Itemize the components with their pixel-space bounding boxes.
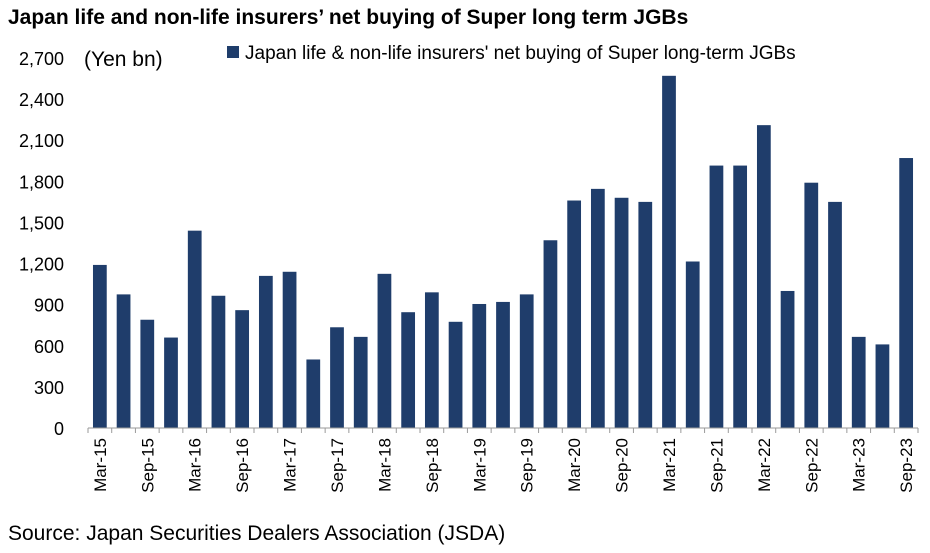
unit-label: (Yen bn) bbox=[84, 48, 163, 71]
bar bbox=[851, 336, 866, 428]
bar bbox=[92, 264, 107, 428]
bar bbox=[875, 344, 890, 428]
x-tick-label: Mar-18 bbox=[375, 438, 394, 492]
x-tick-label: Sep-19 bbox=[518, 438, 537, 493]
chart-title: Japan life and non-life insurers’ net bu… bbox=[8, 6, 689, 29]
bar bbox=[448, 321, 463, 428]
x-tick-label: Mar-21 bbox=[660, 438, 679, 492]
bar bbox=[187, 230, 202, 428]
bar bbox=[211, 295, 226, 428]
x-axis: Mar-15 Sep-15 Mar-16 Sep-16 Mar-17 Sep-17 Mar-… bbox=[87, 427, 919, 493]
bar bbox=[330, 327, 344, 428]
y-tick-label: 2,400 bbox=[19, 90, 64, 110]
y-tick-label: 0 bbox=[54, 419, 64, 439]
y-axis: 0 300 600 900 1,200 1,500 1,800 2,100 2,400 2,700 bbox=[19, 49, 64, 439]
x-tick-label: Mar-22 bbox=[755, 438, 774, 492]
bar bbox=[543, 240, 558, 428]
bar bbox=[140, 319, 155, 428]
legend-label: Japan life & non-life insurers' net buyi… bbox=[245, 43, 796, 64]
x-tick-label: Sep-23 bbox=[897, 438, 916, 493]
bar bbox=[164, 337, 178, 428]
x-tick-label: Sep-20 bbox=[613, 438, 632, 493]
bar bbox=[377, 273, 392, 428]
x-tick-label: Sep-18 bbox=[423, 438, 442, 493]
bar bbox=[590, 188, 605, 428]
bar bbox=[424, 292, 439, 428]
bar bbox=[401, 312, 416, 428]
x-tick-label: Mar-16 bbox=[186, 438, 205, 492]
y-tick-label: 1,200 bbox=[19, 255, 64, 275]
source-note: Source: Japan Securities Dealers Associa… bbox=[8, 522, 506, 545]
y-tick-label: 600 bbox=[34, 337, 64, 357]
bar bbox=[472, 303, 487, 428]
x-tick-label: Mar-20 bbox=[565, 438, 584, 492]
bar bbox=[828, 201, 842, 428]
x-tick-label: Mar-19 bbox=[470, 438, 489, 492]
bar bbox=[235, 310, 250, 428]
y-tick-label: 2,100 bbox=[19, 131, 64, 151]
bar bbox=[496, 301, 510, 428]
y-tick-label: 2,700 bbox=[19, 49, 64, 69]
bar bbox=[116, 294, 131, 428]
bar bbox=[685, 261, 700, 428]
y-tick-label: 900 bbox=[34, 296, 64, 316]
x-tick-label: Sep-21 bbox=[707, 438, 726, 493]
bar bbox=[662, 75, 676, 428]
bar bbox=[519, 294, 534, 428]
bar bbox=[756, 125, 771, 429]
bar bbox=[258, 275, 273, 428]
bars bbox=[92, 75, 914, 429]
x-tick-label: Sep-17 bbox=[328, 438, 347, 493]
bar bbox=[638, 201, 653, 428]
bar bbox=[804, 182, 819, 428]
bar bbox=[780, 290, 795, 428]
legend: Japan life & non-life insurers' net buyi… bbox=[227, 43, 796, 64]
bar bbox=[353, 336, 368, 428]
bar bbox=[733, 165, 748, 428]
bar bbox=[614, 197, 629, 428]
bar bbox=[282, 271, 297, 428]
x-tick-label: Sep-22 bbox=[802, 438, 821, 493]
x-tick-label: Sep-16 bbox=[233, 438, 252, 493]
bar bbox=[306, 359, 321, 428]
y-tick-label: 1,500 bbox=[19, 213, 64, 233]
x-tick-label: Mar-17 bbox=[281, 438, 300, 492]
bar bbox=[709, 165, 724, 428]
legend-swatch bbox=[227, 46, 239, 58]
bar bbox=[899, 158, 914, 428]
bar bbox=[567, 200, 582, 428]
y-tick-label: 300 bbox=[34, 378, 64, 398]
x-tick-label: Mar-23 bbox=[850, 438, 869, 492]
x-tick-label: Sep-15 bbox=[138, 438, 157, 493]
y-tick-label: 1,800 bbox=[19, 172, 64, 192]
x-tick-label: Mar-15 bbox=[91, 438, 110, 492]
